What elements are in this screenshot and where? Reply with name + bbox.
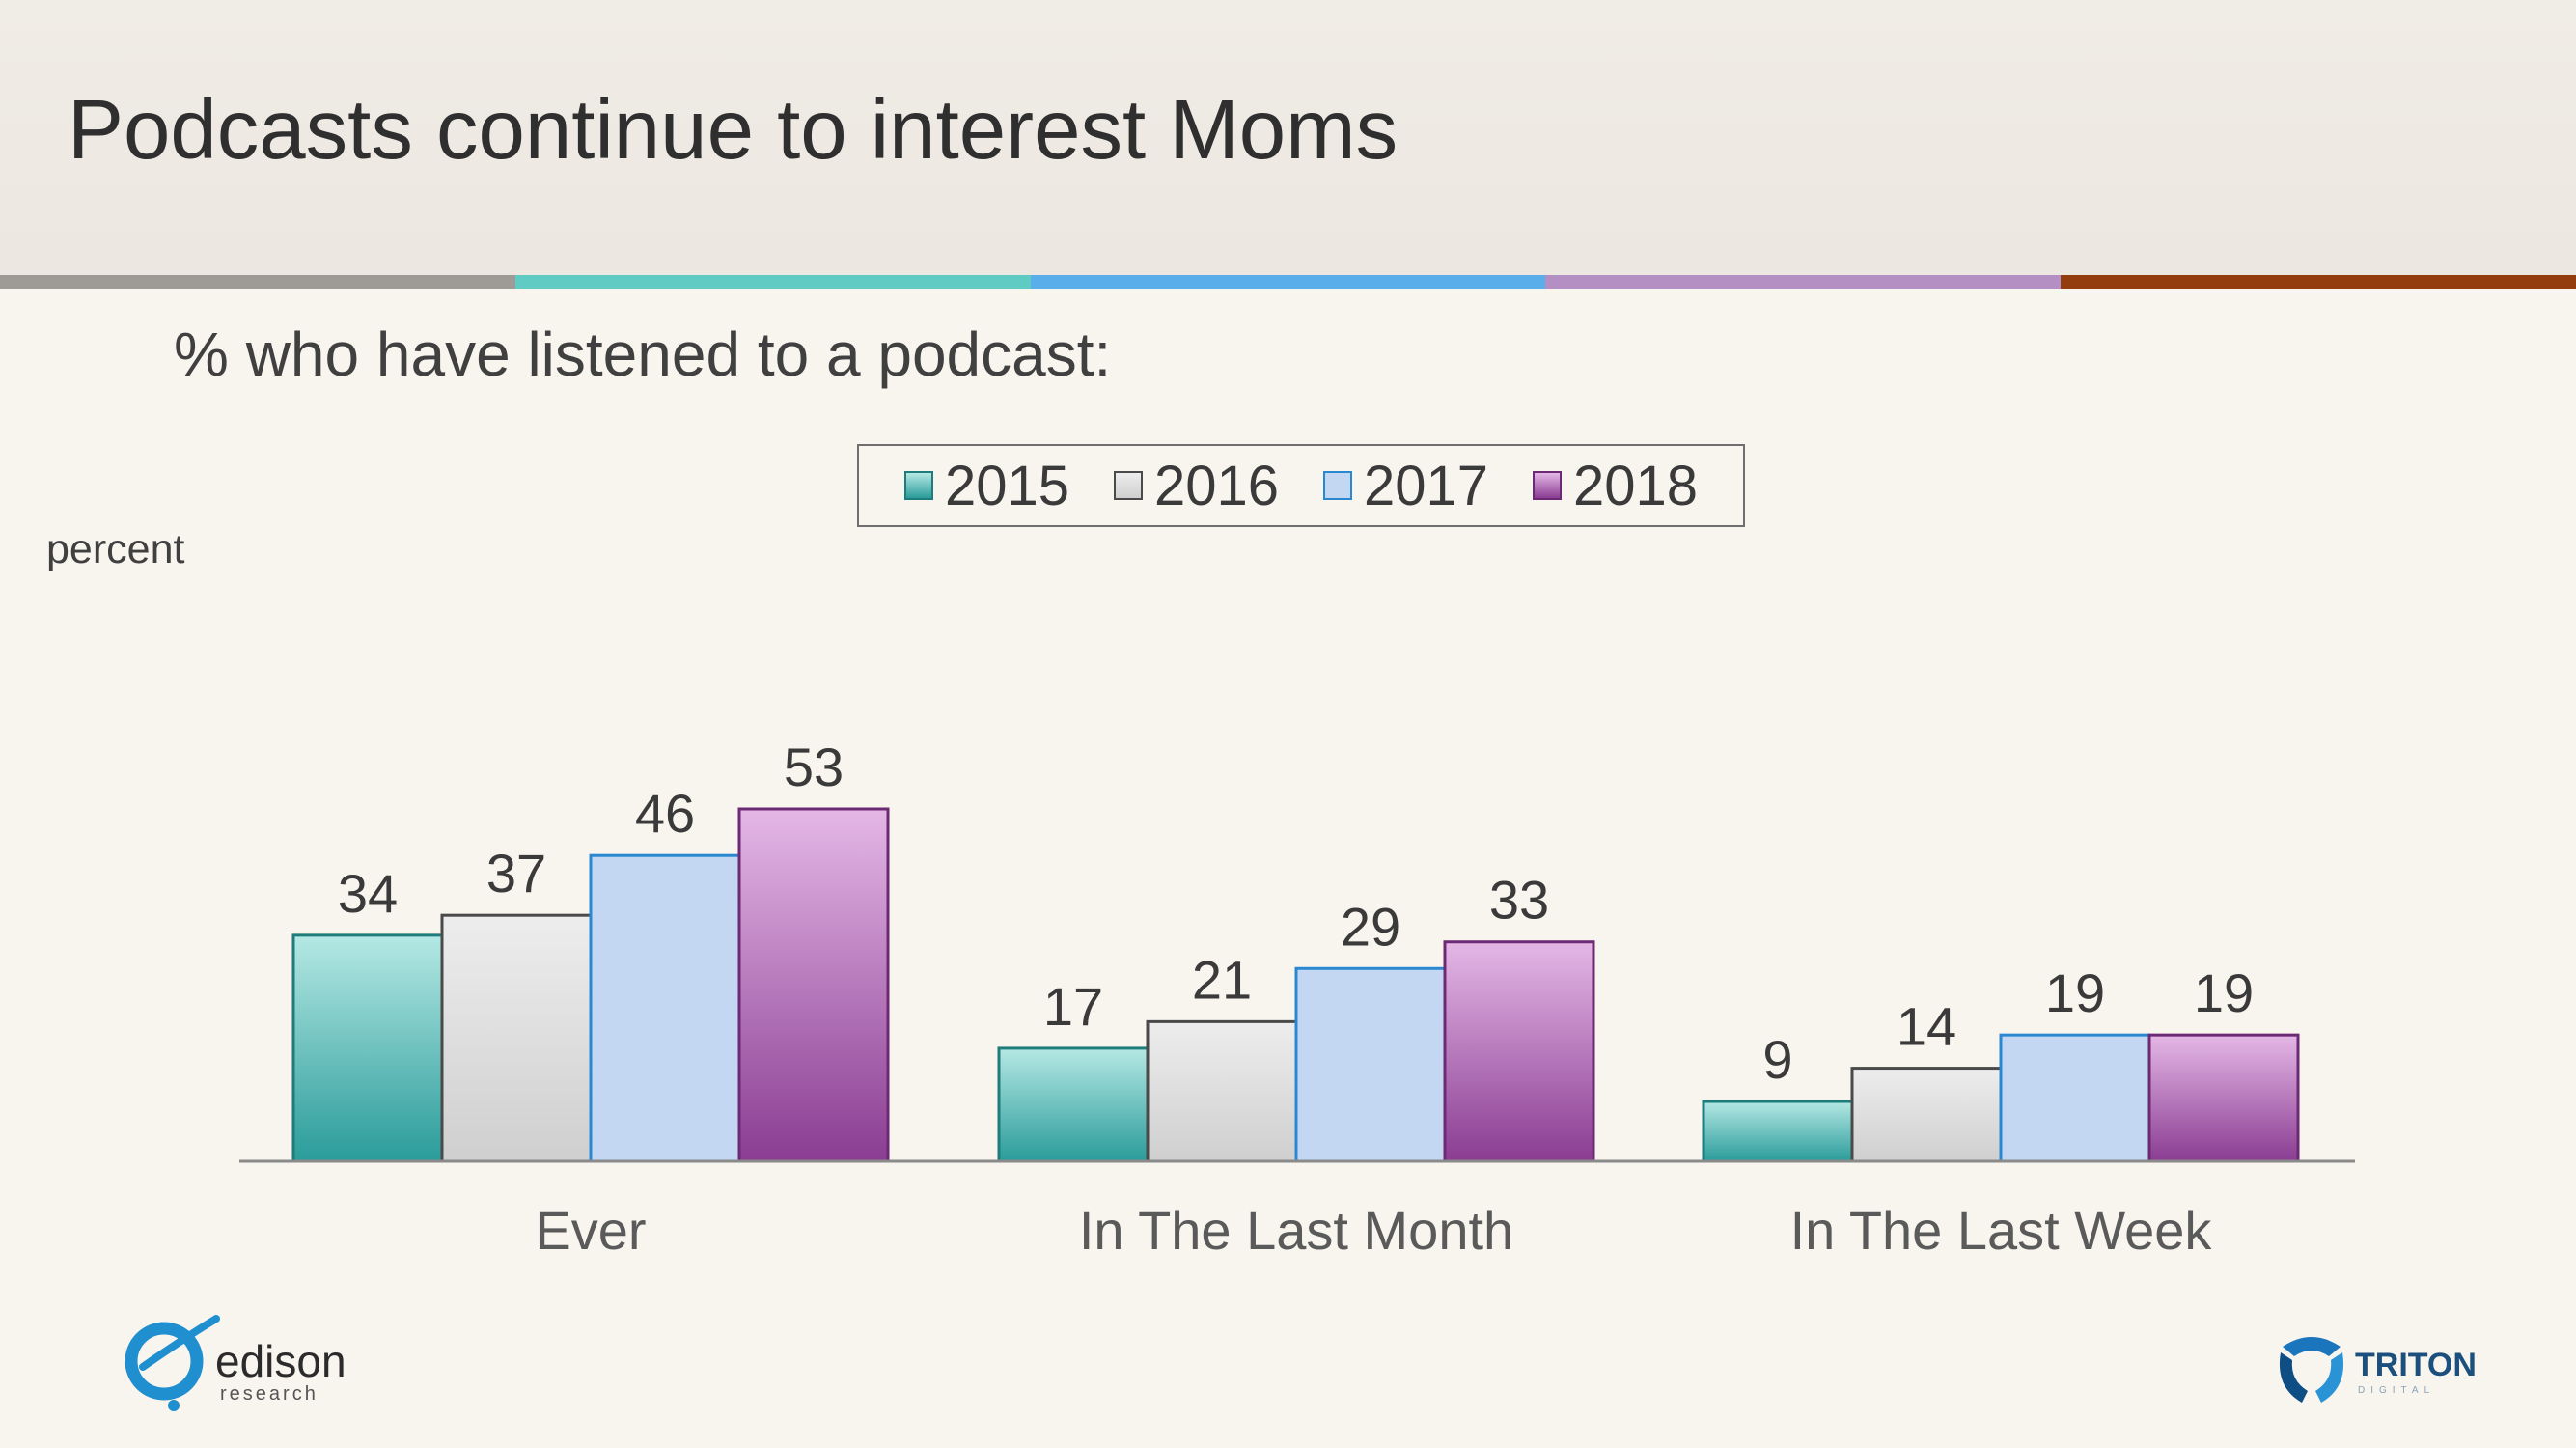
- bar-2017-0: [589, 853, 741, 1163]
- triton-logo-mark: [2279, 1337, 2344, 1403]
- bar-2015-2: [1702, 1100, 1854, 1163]
- edison-research-logo: edison research: [125, 1315, 346, 1411]
- legend-item-2018: 2018: [1533, 454, 1698, 518]
- bar-2017-2: [1999, 1033, 2151, 1163]
- data-label-2016-1: 21: [1192, 949, 1252, 1010]
- data-label-2017-0: 46: [635, 783, 695, 844]
- legend-item-2016: 2016: [1113, 454, 1279, 518]
- accent-segment-5: [2061, 275, 2576, 289]
- bar-2017-1: [1294, 966, 1447, 1163]
- accent-segment-4: [1545, 275, 2062, 289]
- bar-2016-0: [440, 913, 593, 1163]
- data-label-2018-2: 19: [2194, 962, 2254, 1023]
- x-tick-label: Ever: [535, 1200, 646, 1261]
- chart-subtitle: % who have listened to a podcast:: [174, 320, 1112, 389]
- legend-label-2018: 2018: [1573, 454, 1699, 517]
- accent-segment-3: [1030, 275, 1546, 289]
- edison-logo-mark: [125, 1322, 204, 1401]
- legend-item-2017: 2017: [1323, 454, 1488, 518]
- data-label-2017-2: 19: [2045, 962, 2105, 1023]
- bar-2015-1: [997, 1046, 1150, 1163]
- bar-2018-0: [737, 807, 890, 1163]
- legend-swatch-2016: [1113, 471, 1143, 500]
- y-axis-label: percent: [46, 526, 185, 572]
- accent-segment-1: [0, 275, 515, 289]
- bar-2018-2: [2147, 1033, 2300, 1163]
- chart-legend: 2015 2016 2017 2018: [857, 444, 1745, 527]
- bar-2016-1: [1146, 1019, 1298, 1163]
- edison-logo-text: edison: [215, 1336, 346, 1386]
- accent-color-bar: [0, 275, 2576, 289]
- bar-2015-0: [291, 933, 444, 1163]
- legend-label-2017: 2017: [1364, 454, 1489, 517]
- legend-swatch-2015: [903, 471, 933, 500]
- data-label-2015-1: 17: [1043, 976, 1103, 1037]
- data-label-2015-2: 9: [1762, 1029, 1792, 1090]
- header: Podcasts continue to interest Moms: [0, 0, 2576, 275]
- data-label-2015-0: 34: [338, 863, 398, 924]
- data-label-2016-2: 14: [1897, 996, 1956, 1057]
- data-label-2016-0: 37: [486, 843, 546, 904]
- data-label-2018-1: 33: [1489, 870, 1549, 931]
- x-tick-label: In The Last Week: [1790, 1200, 2213, 1261]
- bar-2018-1: [1443, 940, 1595, 1163]
- accent-segment-2: [514, 275, 1031, 289]
- x-tick-label: In The Last Month: [1079, 1200, 1513, 1261]
- edison-logo-subtext: research: [220, 1383, 319, 1405]
- legend-swatch-2018: [1533, 471, 1563, 500]
- triton-logo: TRITON DIGITAL: [2279, 1337, 2477, 1403]
- legend-swatch-2017: [1323, 471, 1352, 500]
- legend-item-2015: 2015: [903, 454, 1069, 518]
- legend-label-2015: 2015: [944, 454, 1069, 517]
- slide-title: Podcasts continue to interest Moms: [68, 83, 1399, 177]
- legend-label-2016: 2016: [1153, 454, 1279, 517]
- triton-logo-text: TRITON: [2355, 1347, 2477, 1383]
- data-label-2018-0: 53: [784, 737, 844, 797]
- data-label-2017-1: 29: [1341, 896, 1400, 957]
- triton-logo-subtext: DIGITAL: [2358, 1385, 2435, 1396]
- bar-2016-2: [1850, 1067, 2003, 1163]
